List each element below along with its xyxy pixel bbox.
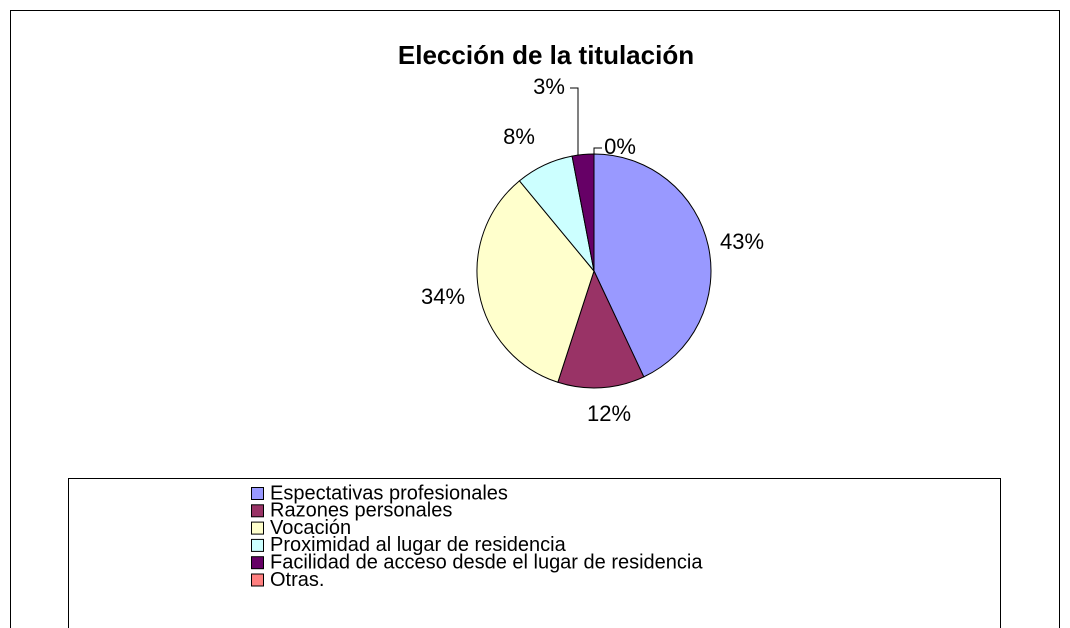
legend-swatch: [251, 487, 264, 500]
legend-label: Proximidad al lugar de residencia: [270, 534, 567, 556]
data-label: 0%: [604, 134, 636, 159]
data-label: 8%: [503, 124, 535, 149]
chart-title: Elección de la titulación: [398, 40, 694, 70]
legend-swatch: [251, 521, 264, 535]
legend-swatch: [251, 573, 264, 587]
legend-swatch: [251, 504, 264, 518]
legend-label: Razones personales: [270, 500, 452, 522]
legend-label: Facilidad de acceso desde el lugar de re…: [270, 551, 703, 573]
data-label: 3%: [533, 74, 565, 99]
pie-slice: [593, 153, 712, 378]
pie-slice: [557, 269, 645, 389]
legend-swatch: [251, 538, 264, 552]
data-label: 43%: [720, 229, 764, 254]
pie-slice: [476, 180, 595, 383]
leader-line: [570, 87, 579, 156]
legend-label: Otras.: [270, 569, 324, 591]
legend-swatch: [251, 556, 264, 570]
leader-line: [593, 147, 602, 156]
legend-box: [68, 478, 1001, 628]
data-label: 12%: [587, 401, 631, 426]
legend-label: Vocación: [270, 517, 351, 539]
data-label: 34%: [421, 284, 465, 309]
legend-label: Espectativas profesionales: [270, 482, 508, 504]
